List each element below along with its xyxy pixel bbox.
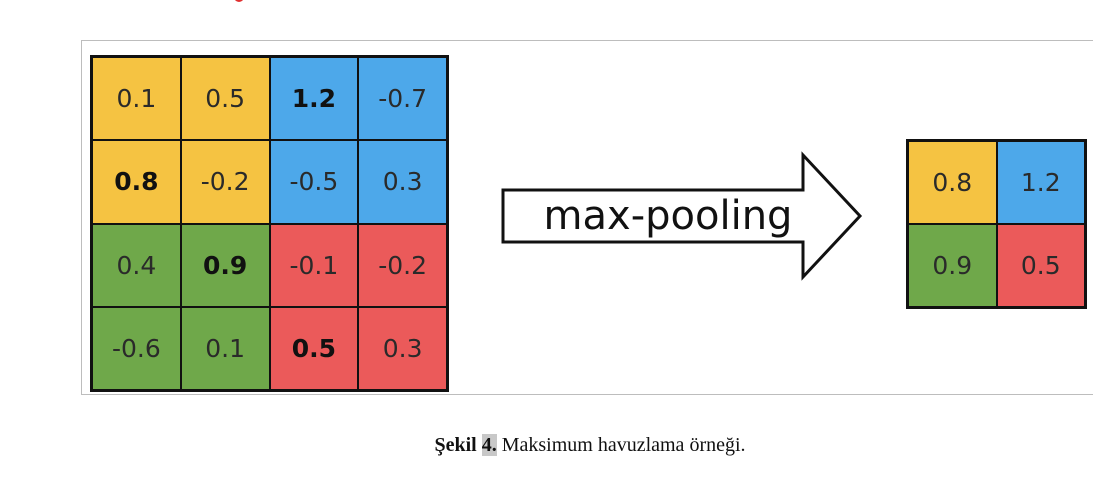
input-matrix: 0.1 0.5 1.2 -0.7 0.8 -0.2 -0.5 0.3 0.4 0.9 -0.1 -0.… (90, 55, 449, 392)
input-matrix-cell: -0.5 (269, 140, 359, 224)
input-matrix-cell: 0.9 (180, 223, 270, 307)
input-matrix-cell: 0.5 (180, 57, 270, 141)
input-matrix-cell: -0.7 (358, 57, 447, 141)
input-matrix-cell: 1.2 (269, 57, 359, 141)
input-matrix-cell: -0.2 (358, 223, 447, 307)
figure-caption: Şekil 4. Maksimum havuzlama örneği. (0, 434, 1093, 457)
input-matrix-cell: -0.6 (92, 306, 181, 390)
input-matrix-cell: 0.3 (358, 140, 447, 224)
input-matrix-cell: 0.8 (92, 140, 181, 224)
input-matrix-cell: 0.3 (358, 306, 447, 390)
arrow-label: max-pooling (543, 193, 793, 239)
figure-frame (81, 40, 1093, 395)
input-matrix-cell: -0.2 (180, 140, 270, 224)
output-matrix: 0.8 1.2 0.9 0.5 (906, 139, 1087, 309)
input-matrix-cell: 0.1 (180, 306, 270, 390)
output-matrix-cell: 0.8 (908, 141, 997, 224)
arrow-right-icon (501, 151, 863, 281)
output-matrix-cell: 1.2 (996, 141, 1085, 224)
caption-number: 4. (481, 434, 497, 456)
input-matrix-cell: 0.4 (92, 223, 181, 307)
top-edge-red-mark (234, 0, 244, 2)
caption-text: Maksimum havuzlama örneği. (501, 434, 746, 456)
output-matrix-cell: 0.9 (908, 224, 997, 307)
input-matrix-cell: 0.1 (92, 57, 181, 141)
input-matrix-cell: 0.5 (269, 306, 359, 390)
caption-prefix: Şekil (434, 434, 477, 456)
output-matrix-cell: 0.5 (996, 224, 1085, 307)
input-matrix-cell: -0.1 (269, 223, 359, 307)
